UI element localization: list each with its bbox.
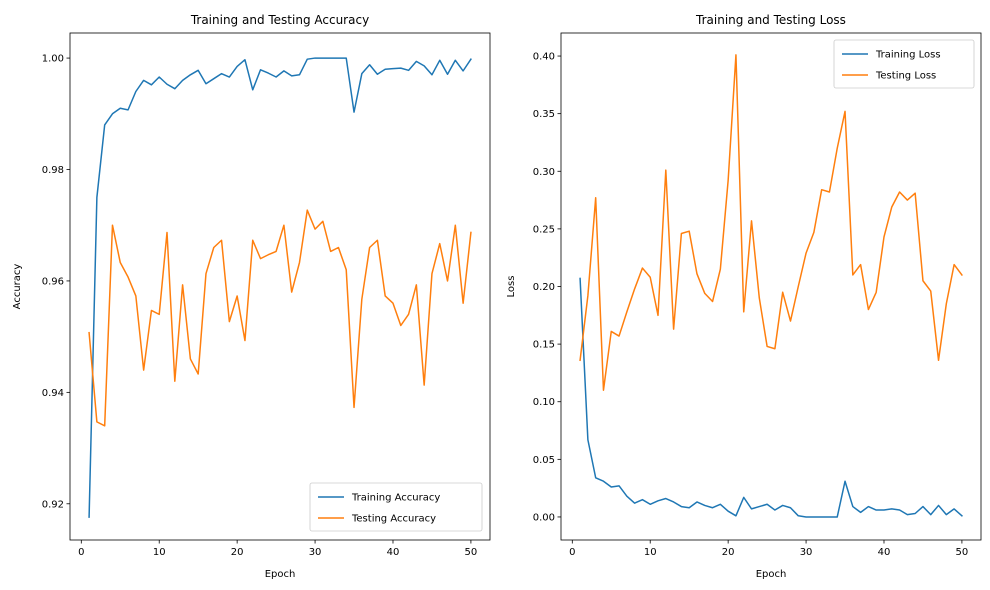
y-tick-label: 0.20 [533, 282, 555, 293]
x-tick-label: 40 [387, 547, 400, 558]
y-tick-label: 0.30 [533, 167, 555, 178]
x-axis-label: Epoch [756, 569, 787, 580]
y-tick-label: 0.94 [42, 388, 64, 399]
x-tick-label: 20 [231, 547, 244, 558]
x-tick-label: 10 [644, 547, 657, 558]
x-tick-label: 0 [569, 547, 575, 558]
chart-title: Training and Testing Accuracy [190, 13, 369, 27]
x-tick-label: 10 [153, 547, 166, 558]
legend-label: Training Loss [875, 50, 941, 61]
x-tick-label: 30 [800, 547, 813, 558]
y-tick-label: 0.10 [533, 397, 555, 408]
y-axis-label: Loss [506, 276, 517, 298]
y-tick-label: 0.35 [533, 109, 555, 120]
legend: Training Accuracy Testing Accuracy [309, 482, 483, 532]
legend-box [833, 39, 975, 89]
y-tick-label: 0.25 [533, 224, 555, 235]
y-tick-label: 0.92 [42, 499, 64, 510]
legend-label: Testing Loss [875, 71, 936, 82]
x-tick-label: 0 [78, 547, 84, 558]
x-tick-label: 30 [309, 547, 322, 558]
legend-box [309, 482, 483, 532]
legend: Training Loss Testing Loss [833, 39, 975, 89]
chart-title: Training and Testing Loss [695, 13, 846, 27]
y-tick-label: 0.15 [533, 340, 555, 351]
loss-chart: Training and Testing Loss 0 10 20 30 40 50 0.00… [506, 13, 982, 580]
y-tick-label: 1.00 [42, 54, 64, 65]
y-tick-label: 0.40 [533, 52, 555, 63]
x-tick-label: 40 [878, 547, 891, 558]
series-line-testing-accuracy [88, 209, 472, 427]
y-tick-label: 0.00 [533, 512, 555, 523]
legend-label: Training Accuracy [351, 493, 440, 504]
x-tick-label: 50 [956, 547, 969, 558]
plot-frame [560, 32, 982, 541]
y-tick-label: 0.96 [42, 276, 64, 287]
series-line-testing-loss [579, 54, 963, 391]
series-line-training-accuracy [88, 57, 472, 518]
legend-label: Testing Accuracy [351, 514, 436, 525]
series-line-training-loss [579, 277, 963, 518]
y-axis-label: Accuracy [12, 264, 23, 310]
x-tick-label: 50 [465, 547, 478, 558]
x-axis-label: Epoch [265, 569, 296, 580]
y-tick-label: 0.05 [533, 455, 555, 466]
plot-frame [69, 32, 491, 541]
accuracy-chart: Training and Testing Accuracy 0 10 20 30 40 50… [12, 13, 491, 580]
y-tick-label: 0.98 [42, 165, 64, 176]
x-tick-label: 20 [722, 547, 735, 558]
